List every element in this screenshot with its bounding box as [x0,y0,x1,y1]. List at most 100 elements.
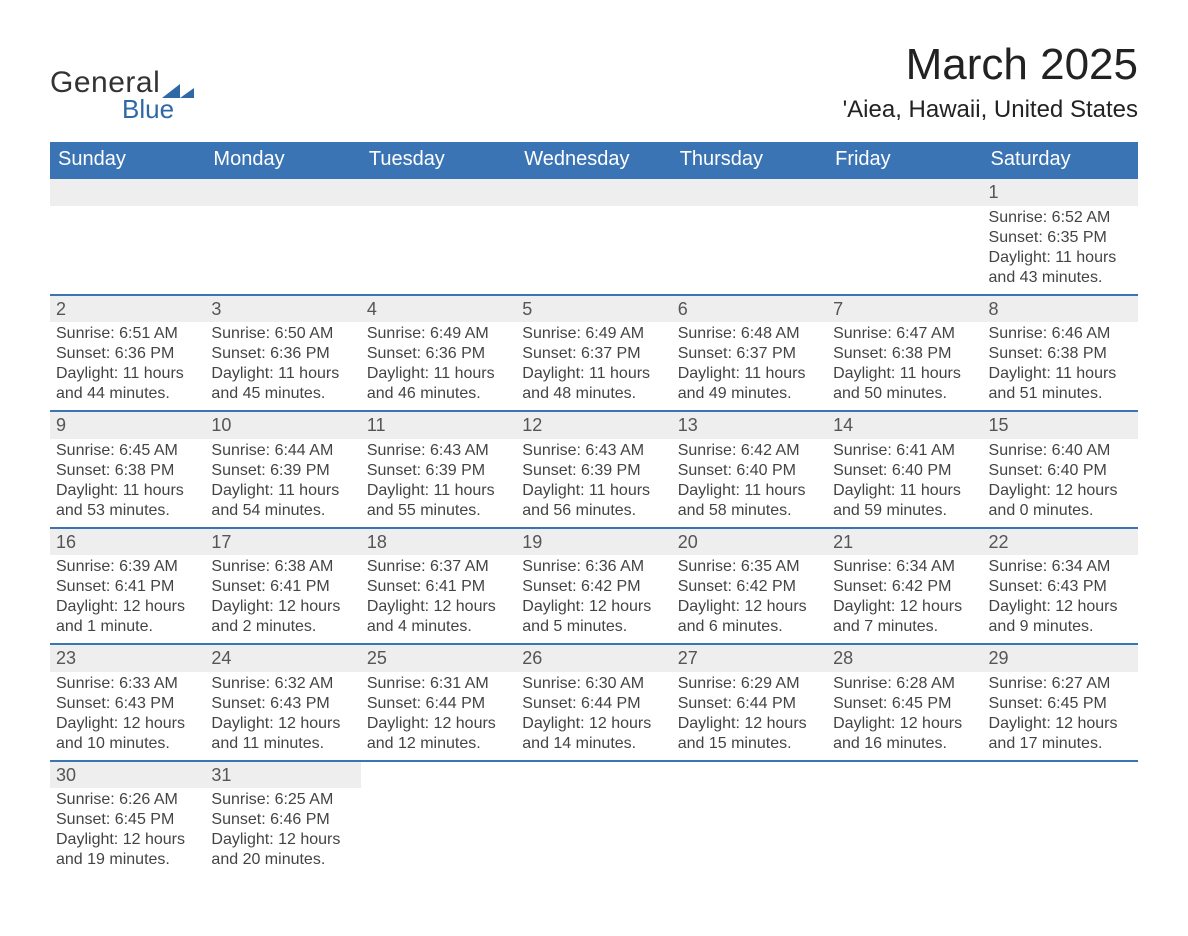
day-details-cell: Sunrise: 6:36 AMSunset: 6:42 PMDaylight:… [516,555,671,644]
sunrise-text: Sunrise: 6:35 AM [678,557,821,577]
sunset-text: Sunset: 6:40 PM [989,461,1132,481]
sunset-text: Sunset: 6:39 PM [211,461,354,481]
daylight-text: Daylight: 12 hours and 4 minutes. [367,597,510,637]
sunrise-text: Sunrise: 6:48 AM [678,324,821,344]
day-number-cell: 8 [983,295,1138,323]
day-number-cell: 31 [205,761,360,789]
sunrise-text: Sunrise: 6:29 AM [678,674,821,694]
day-number-cell: 14 [827,411,982,439]
weekday-header: Sunday [50,142,205,178]
day-number-cell: 7 [827,295,982,323]
day-details-cell: Sunrise: 6:39 AMSunset: 6:41 PMDaylight:… [50,555,205,644]
day-details-cell: Sunrise: 6:33 AMSunset: 6:43 PMDaylight:… [50,672,205,761]
day-details-cell [205,206,360,295]
day-number-cell: 28 [827,644,982,672]
sunset-text: Sunset: 6:39 PM [367,461,510,481]
sunset-text: Sunset: 6:45 PM [56,810,199,830]
sunset-text: Sunset: 6:40 PM [678,461,821,481]
sunset-text: Sunset: 6:36 PM [56,344,199,364]
daylight-text: Daylight: 12 hours and 17 minutes. [989,714,1132,754]
day-details-cell: Sunrise: 6:37 AMSunset: 6:41 PMDaylight:… [361,555,516,644]
day-number-cell [205,178,360,206]
day-details-cell: Sunrise: 6:40 AMSunset: 6:40 PMDaylight:… [983,439,1138,528]
day-details-cell [361,206,516,295]
daylight-text: Daylight: 12 hours and 19 minutes. [56,830,199,870]
weekday-header: Tuesday [361,142,516,178]
day-details-row: Sunrise: 6:52 AMSunset: 6:35 PMDaylight:… [50,206,1138,295]
day-number-cell: 26 [516,644,671,672]
header-region: General Blue March 2025 'Aiea, Hawaii, U… [50,40,1138,124]
day-details-cell: Sunrise: 6:43 AMSunset: 6:39 PMDaylight:… [516,439,671,528]
calendar-page: General Blue March 2025 'Aiea, Hawaii, U… [0,0,1188,936]
weekday-header: Wednesday [516,142,671,178]
day-details-cell [516,788,671,876]
weekday-header: Thursday [672,142,827,178]
day-details-cell: Sunrise: 6:34 AMSunset: 6:43 PMDaylight:… [983,555,1138,644]
day-number-cell: 1 [983,178,1138,206]
sunrise-text: Sunrise: 6:34 AM [989,557,1132,577]
day-details-cell: Sunrise: 6:30 AMSunset: 6:44 PMDaylight:… [516,672,671,761]
logo-text-blue: Blue [122,96,194,122]
sunset-text: Sunset: 6:43 PM [989,577,1132,597]
day-number-cell: 23 [50,644,205,672]
day-details-cell: Sunrise: 6:27 AMSunset: 6:45 PMDaylight:… [983,672,1138,761]
daylight-text: Daylight: 11 hours and 56 minutes. [522,481,665,521]
sunset-text: Sunset: 6:42 PM [833,577,976,597]
calendar-body: 1Sunrise: 6:52 AMSunset: 6:35 PMDaylight… [50,178,1138,876]
day-number-cell [827,761,982,789]
logo: General Blue [50,40,194,122]
sunset-text: Sunset: 6:45 PM [989,694,1132,714]
day-number-cell: 21 [827,528,982,556]
sunrise-text: Sunrise: 6:42 AM [678,441,821,461]
sunrise-text: Sunrise: 6:33 AM [56,674,199,694]
day-number-cell: 3 [205,295,360,323]
day-number-row: 9101112131415 [50,411,1138,439]
sunrise-text: Sunrise: 6:47 AM [833,324,976,344]
sunset-text: Sunset: 6:44 PM [522,694,665,714]
sunrise-text: Sunrise: 6:36 AM [522,557,665,577]
sunset-text: Sunset: 6:42 PM [678,577,821,597]
daylight-text: Daylight: 12 hours and 2 minutes. [211,597,354,637]
daylight-text: Daylight: 11 hours and 50 minutes. [833,364,976,404]
sunset-text: Sunset: 6:45 PM [833,694,976,714]
day-number-cell [516,761,671,789]
daylight-text: Daylight: 12 hours and 10 minutes. [56,714,199,754]
daylight-text: Daylight: 11 hours and 59 minutes. [833,481,976,521]
daylight-text: Daylight: 11 hours and 53 minutes. [56,481,199,521]
daylight-text: Daylight: 11 hours and 45 minutes. [211,364,354,404]
sunset-text: Sunset: 6:43 PM [56,694,199,714]
day-number-row: 3031 [50,761,1138,789]
sunset-text: Sunset: 6:39 PM [522,461,665,481]
day-number-row: 23242526272829 [50,644,1138,672]
day-details-cell: Sunrise: 6:32 AMSunset: 6:43 PMDaylight:… [205,672,360,761]
day-details-cell: Sunrise: 6:29 AMSunset: 6:44 PMDaylight:… [672,672,827,761]
day-number-cell: 4 [361,295,516,323]
daylight-text: Daylight: 11 hours and 55 minutes. [367,481,510,521]
day-details-cell: Sunrise: 6:42 AMSunset: 6:40 PMDaylight:… [672,439,827,528]
sunrise-text: Sunrise: 6:30 AM [522,674,665,694]
day-details-cell: Sunrise: 6:49 AMSunset: 6:37 PMDaylight:… [516,322,671,411]
sunset-text: Sunset: 6:36 PM [367,344,510,364]
day-number-cell [672,761,827,789]
day-number-cell: 29 [983,644,1138,672]
sunrise-text: Sunrise: 6:50 AM [211,324,354,344]
calendar-table: SundayMondayTuesdayWednesdayThursdayFrid… [50,142,1138,876]
day-details-cell: Sunrise: 6:49 AMSunset: 6:36 PMDaylight:… [361,322,516,411]
day-number-cell [672,178,827,206]
day-number-cell: 24 [205,644,360,672]
daylight-text: Daylight: 11 hours and 51 minutes. [989,364,1132,404]
daylight-text: Daylight: 12 hours and 12 minutes. [367,714,510,754]
day-number-cell: 9 [50,411,205,439]
day-details-cell [50,206,205,295]
day-number-cell [361,178,516,206]
sunrise-text: Sunrise: 6:41 AM [833,441,976,461]
sunrise-text: Sunrise: 6:25 AM [211,790,354,810]
daylight-text: Daylight: 12 hours and 1 minute. [56,597,199,637]
day-number-cell: 30 [50,761,205,789]
day-number-row: 16171819202122 [50,528,1138,556]
sunset-text: Sunset: 6:46 PM [211,810,354,830]
day-details-cell: Sunrise: 6:50 AMSunset: 6:36 PMDaylight:… [205,322,360,411]
day-number-row: 2345678 [50,295,1138,323]
sunrise-text: Sunrise: 6:27 AM [989,674,1132,694]
sunrise-text: Sunrise: 6:49 AM [522,324,665,344]
